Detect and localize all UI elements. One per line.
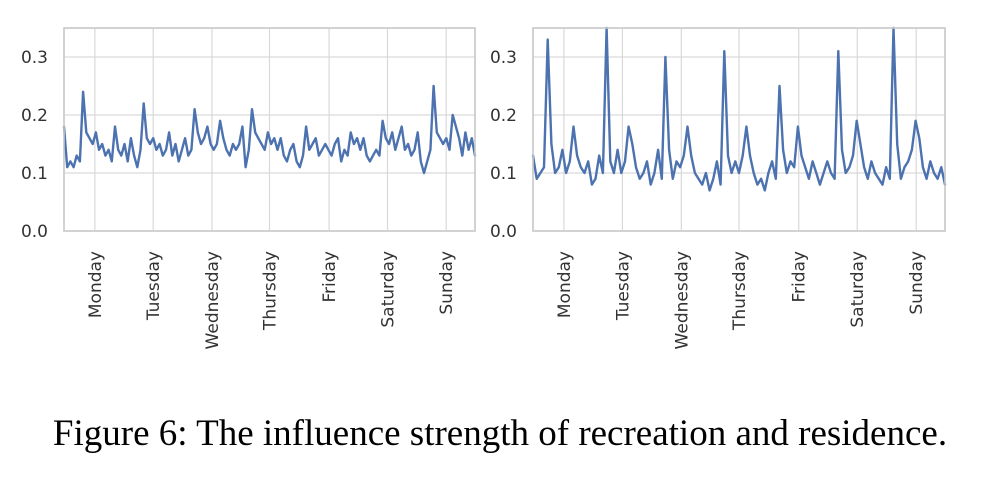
x-tick-label: Sunday [437,251,457,315]
x-tick-label: Saturday [378,251,398,328]
x-tick-label: Friday [320,251,340,303]
x-tick-label: Monday [86,251,106,318]
y-tick-label: 0.2 [21,106,48,126]
chart-recreation: 0.0 0.1 0.2 0.3 Monday Tuesday Wednesday Thursd… [21,27,477,349]
figure-caption: Figure 6: The influence strength of recr… [52,413,948,454]
x-tick-label: Wednesday [672,251,692,349]
x-tick-label: Sunday [907,251,927,315]
y-tick-label: 0.3 [490,48,517,68]
plot-frame [63,27,476,232]
x-tick-label: Friday [790,251,810,303]
x-tick-label: Tuesday [613,251,633,321]
y-tick-label: 0.3 [21,48,48,68]
series-line [62,84,477,175]
x-tick-label: Wednesday [203,251,223,349]
x-tick-label: Saturday [848,251,868,328]
x-tick-label: Monday [555,251,575,318]
x-tick-label: Thursday [261,251,281,331]
charts-canvas: 0.0 0.1 0.2 0.3 Monday Tuesday Wednesday Thursd… [21,26,947,349]
y-tick-label: 0.1 [21,164,48,184]
y-tick-label: 0.2 [490,106,517,126]
y-tick-label: 0.0 [490,222,517,242]
y-tick-label: 0.0 [21,222,48,242]
chart-residence: 0.0 0.1 0.2 0.3 Monday Tuesday Wednesday Thursd… [490,26,947,349]
series-line [531,26,947,192]
plot-frame [532,27,946,232]
x-tick-label: Tuesday [144,251,164,321]
y-tick-label: 0.1 [490,164,517,184]
x-tick-label: Thursday [730,251,750,331]
